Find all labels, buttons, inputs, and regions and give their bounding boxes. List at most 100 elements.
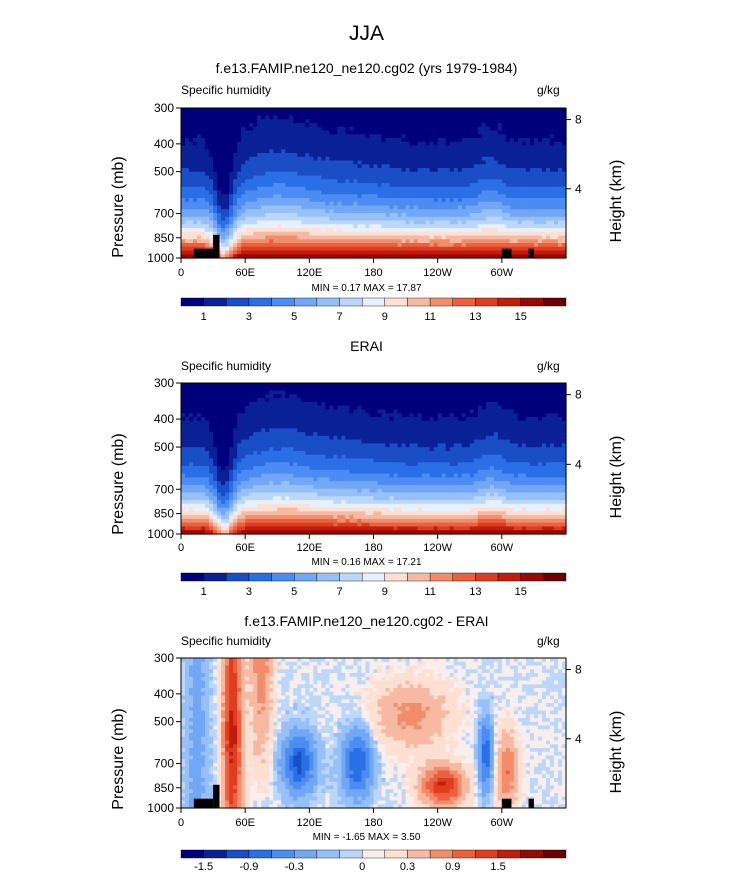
contour-cell (273, 126, 278, 132)
contour-cell (529, 111, 535, 117)
contour-cell (361, 228, 367, 233)
contour-cell (537, 149, 543, 154)
contour-cell (281, 134, 286, 139)
contour-cell (441, 243, 447, 248)
y-tick-label: 850 (154, 231, 174, 245)
contour-cell (409, 201, 415, 207)
contour-cell (269, 447, 274, 452)
contour-cell (513, 205, 519, 210)
contour-cell (461, 171, 467, 177)
contour-cell (269, 209, 274, 214)
contour-cell (357, 246, 363, 252)
contour-cell (397, 205, 403, 210)
contour-cell (561, 149, 567, 154)
contour-cell (229, 246, 234, 252)
contour-cell (233, 254, 238, 259)
contour-cell (257, 198, 262, 203)
contour-cell (273, 484, 278, 490)
contour-cell (301, 224, 306, 229)
contour-cell (361, 186, 367, 192)
contour-cell (417, 254, 423, 259)
contour-cell (217, 496, 222, 501)
contour-cell (273, 175, 278, 180)
contour-cell (549, 130, 555, 135)
contour-cell (257, 216, 262, 222)
contour-cell (185, 530, 190, 535)
contour-cell (213, 458, 218, 463)
contour-cell (209, 462, 214, 467)
contour-cell (193, 481, 198, 486)
contour-cell (213, 473, 218, 478)
contour-cell (181, 186, 186, 192)
contour-cell (489, 220, 495, 225)
contour-cell (237, 443, 242, 448)
contour-cell (429, 108, 435, 113)
contour-cell (525, 201, 531, 207)
contour-cell (509, 156, 515, 162)
contour-cell (221, 462, 226, 467)
contour-cell (561, 246, 567, 252)
contour-cell (493, 171, 499, 177)
contour-cell (229, 254, 234, 259)
contour-cell (557, 216, 563, 222)
contour-cell (249, 401, 254, 407)
contour-cell (313, 228, 318, 233)
contour-cell (217, 424, 222, 429)
contour-cell (341, 213, 347, 218)
contour-cell (557, 164, 563, 169)
topography-block (528, 248, 534, 258)
contour-cell (241, 477, 246, 482)
contour-cell (281, 250, 286, 255)
contour-cell (393, 175, 399, 180)
contour-cell (225, 141, 230, 147)
contour-cell (301, 160, 306, 165)
contour-cell (353, 156, 359, 162)
contour-cell (413, 126, 419, 132)
contour-cell (213, 216, 218, 222)
contour-cell (241, 394, 246, 399)
contour-cell (309, 111, 314, 117)
contour-cell (229, 481, 234, 486)
contour-cell (201, 409, 206, 414)
contour-cell (193, 409, 198, 414)
contour-cell (305, 254, 310, 259)
contour-cell (453, 194, 459, 199)
contour-cell (521, 209, 527, 214)
contour-cell (329, 183, 334, 188)
contour-cell (329, 164, 334, 169)
contour-cell (225, 394, 230, 399)
contour-cell (269, 443, 274, 448)
contour-cell (189, 518, 194, 524)
contour-cell (401, 254, 407, 259)
contour-cell (325, 243, 330, 248)
contour-cell (445, 186, 451, 192)
contour-cell (249, 416, 254, 422)
contour-cell (237, 383, 242, 388)
contour-cell (257, 488, 262, 494)
contour-cell (201, 435, 206, 441)
contour-cell (509, 123, 515, 128)
contour-cell (285, 511, 290, 516)
contour-cell (265, 477, 270, 482)
contour-cell (261, 141, 266, 147)
contour-cell (413, 134, 419, 139)
contour-cell (537, 164, 543, 169)
contour-cell (437, 115, 443, 120)
contour-cell (305, 141, 310, 147)
contour-cell (461, 119, 467, 124)
contour-cell (441, 186, 447, 192)
contour-cell (237, 518, 242, 524)
contour-cell (213, 141, 218, 147)
contour-cell (181, 168, 186, 173)
contour-cell (545, 145, 551, 150)
contour-cell (245, 398, 250, 403)
contour-cell (317, 175, 322, 180)
contour-cell (421, 186, 427, 192)
contour-cell (317, 235, 322, 240)
contour-cell (437, 138, 443, 143)
contour-cell (369, 254, 375, 259)
contour-cell (373, 119, 379, 124)
contour-cell (493, 216, 499, 222)
contour-cell (285, 390, 290, 395)
contour-cell (221, 164, 226, 169)
